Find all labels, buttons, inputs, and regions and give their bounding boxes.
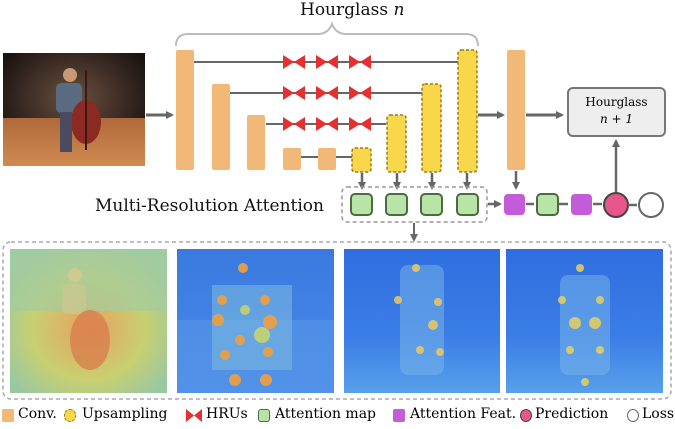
heatmap-4 (506, 249, 663, 393)
legend-conv-label: Conv. (18, 406, 57, 422)
heatmap-panel-outline (2, 241, 672, 400)
prediction-node (603, 192, 629, 218)
legend-attention-map-swatch (258, 409, 270, 422)
next-hourglass-line1: Hourglass (585, 95, 648, 109)
next-hourglass-box (567, 87, 666, 137)
legend-hrus-label: HRUs (206, 406, 248, 422)
attention-feat-1 (504, 194, 525, 215)
legend-attention-map-label: Attention map (275, 406, 377, 422)
legend-upsampling-swatch (64, 409, 76, 422)
legend-prediction-label: Prediction (535, 406, 609, 422)
heatmap-2 (177, 249, 334, 393)
multi-resolution-attention-label: Multi-Resolution Attention (95, 196, 324, 216)
hourglass-brace (175, 21, 479, 47)
next-hourglass-label: Hourglass n + 1 (568, 88, 665, 136)
legend-upsampling-label: Upsampling (82, 406, 168, 422)
legend-conv-swatch (2, 409, 14, 422)
upsampling-blocks (351, 49, 478, 173)
heatmap-3 (344, 249, 500, 393)
next-hourglass-line2: n + 1 (599, 112, 634, 126)
input-photo (3, 53, 145, 166)
output-conv-block (507, 50, 525, 170)
attention-map-5 (536, 193, 559, 216)
legend: Conv. Upsampling HRUs Attention map Atte… (0, 404, 675, 426)
hourglass-title-text: Hourglass (300, 0, 389, 20)
legend-attention-feat-label: Attention Feat. (410, 406, 517, 422)
skip-connections (194, 61, 458, 158)
hourglass-title-var: n (393, 0, 405, 20)
legend-prediction-swatch (520, 409, 532, 422)
heatmap-1 (10, 249, 167, 393)
hru-blocks (283, 55, 371, 131)
attention-group-outline (341, 186, 488, 223)
legend-hru-icon (186, 409, 202, 422)
legend-attention-feat-swatch (393, 409, 405, 422)
legend-loss-swatch (627, 409, 639, 422)
loss-node (638, 192, 664, 218)
conv-blocks (176, 50, 336, 170)
hourglass-title: Hourglass n (300, 0, 404, 20)
attention-maps (350, 193, 479, 216)
legend-loss-label: Loss (642, 406, 675, 422)
attention-feat-2 (571, 194, 592, 215)
